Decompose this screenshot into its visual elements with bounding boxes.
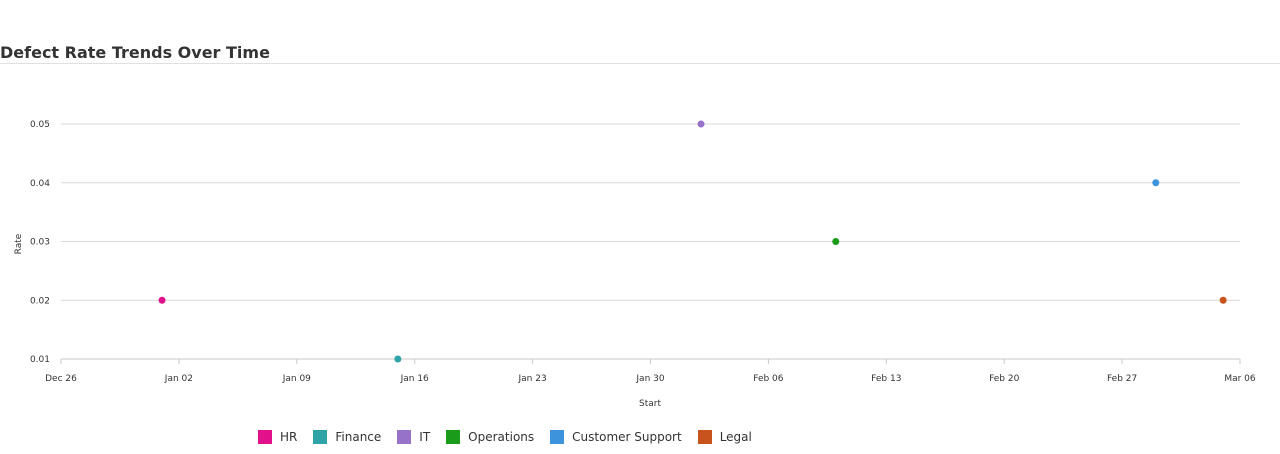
y-tick-label: 0.05 <box>30 120 50 130</box>
legend-swatch <box>397 430 412 444</box>
axes <box>60 358 1241 364</box>
data-point-hr[interactable] <box>158 296 166 304</box>
x-tick-labels: Dec 26 Jan 02 Jan 09 Jan 16 Jan 23 Jan 30 Feb … <box>45 374 1256 384</box>
legend-swatch <box>258 430 272 444</box>
data-point-operations[interactable] <box>832 238 840 245</box>
legend-label: Finance <box>335 430 382 444</box>
x-tick-label: Feb 06 <box>753 374 784 384</box>
x-tick-label: Feb 13 <box>871 374 901 384</box>
x-tick-label: Mar 06 <box>1224 374 1256 384</box>
legend-item-hr[interactable]: HR <box>258 430 297 444</box>
y-tick-labels: 0.01 0.02 0.03 0.04 0.05 <box>30 120 50 365</box>
y-tick-label: 0.03 <box>30 238 50 248</box>
data-point-finance[interactable] <box>394 355 402 363</box>
legend-label: IT <box>419 430 431 444</box>
legend-swatch <box>550 430 565 444</box>
data-points <box>158 120 1227 363</box>
x-tick-label: Jan 23 <box>518 374 547 384</box>
data-point-customer-support[interactable] <box>1152 179 1160 187</box>
x-tick-label: Jan 02 <box>164 374 193 384</box>
x-tick-label: Feb 27 <box>1107 374 1137 384</box>
chart-title: Defect Rate Trends Over Time <box>0 43 270 62</box>
legend-label: Operations <box>468 430 535 444</box>
legend-label: HR <box>280 430 298 444</box>
gridlines <box>61 123 1240 360</box>
legend: HR Finance IT Operations Customer Support Leg… <box>258 430 768 444</box>
x-tick-label: Feb 20 <box>989 374 1020 384</box>
legend-label: Customer Support <box>572 430 682 444</box>
x-tick-label: Dec 26 <box>45 374 77 384</box>
legend-swatch <box>446 430 461 444</box>
legend-item-legal[interactable]: Legal <box>697 430 752 444</box>
y-tick-label: 0.04 <box>30 179 50 189</box>
y-tick-label: 0.01 <box>30 355 50 365</box>
x-tick-label: Jan 09 <box>282 374 311 384</box>
legend-swatch <box>313 430 328 444</box>
x-axis-title: Start <box>639 399 661 409</box>
legend-swatch <box>697 430 712 444</box>
title-divider <box>0 63 1280 64</box>
legend-item-customer-support[interactable]: Customer Support <box>550 430 682 444</box>
legend-item-finance[interactable]: Finance <box>313 430 381 444</box>
y-tick-label: 0.02 <box>30 296 50 306</box>
data-point-it[interactable] <box>697 120 705 128</box>
x-tick-label: Jan 30 <box>635 374 664 384</box>
legend-item-it[interactable]: IT <box>397 430 430 444</box>
y-axis-title: Rate <box>14 233 24 254</box>
legend-label: Legal <box>719 430 752 444</box>
data-point-legal[interactable] <box>1219 296 1227 304</box>
x-tick-label: Jan 16 <box>400 374 429 384</box>
legend-item-operations[interactable]: Operations <box>446 430 534 444</box>
